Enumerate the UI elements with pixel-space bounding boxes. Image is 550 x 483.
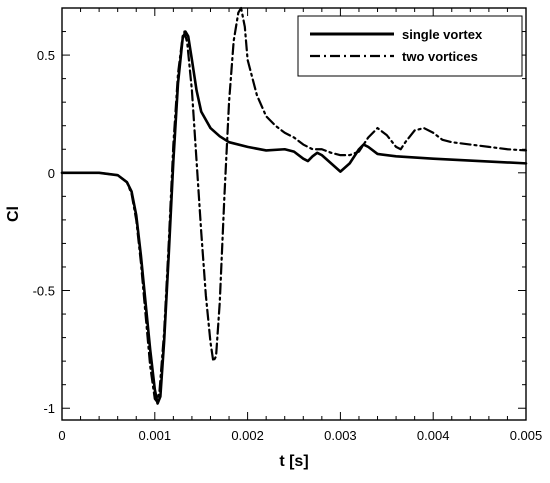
x-tick-label: 0.004 [417,428,450,443]
ticks-layer [61,7,527,420]
y-tick-label: 0 [48,166,55,181]
x-axis-title: t [s] [279,453,308,470]
legend: single vortex two vortices [297,15,523,77]
y-tick-label: -0.5 [33,284,55,299]
series-line-single-vortex [60,30,528,405]
legend-label-two-vortices: two vortices [402,49,478,64]
x-tick-label: 0.003 [324,428,357,443]
x-tick-label: 0.005 [510,428,543,443]
tick-labels-layer: 0 0.001 0.002 0.003 0.004 0.005 -1 -0.5 0 0.5 [33,48,543,443]
x-tick-label: 0 [58,428,65,443]
legend-label-single-vortex: single vortex [402,27,483,42]
x-tick-label: 0.001 [139,428,172,443]
plot-frame [61,7,527,421]
x-tick-label: 0.002 [231,428,264,443]
legend-box [297,15,523,77]
series-line-two-vortices [60,6,528,403]
y-tick-label: -1 [43,401,55,416]
series-layer [60,6,528,405]
y-axis-title: Cl [5,206,22,222]
y-tick-label: 0.5 [37,48,55,63]
